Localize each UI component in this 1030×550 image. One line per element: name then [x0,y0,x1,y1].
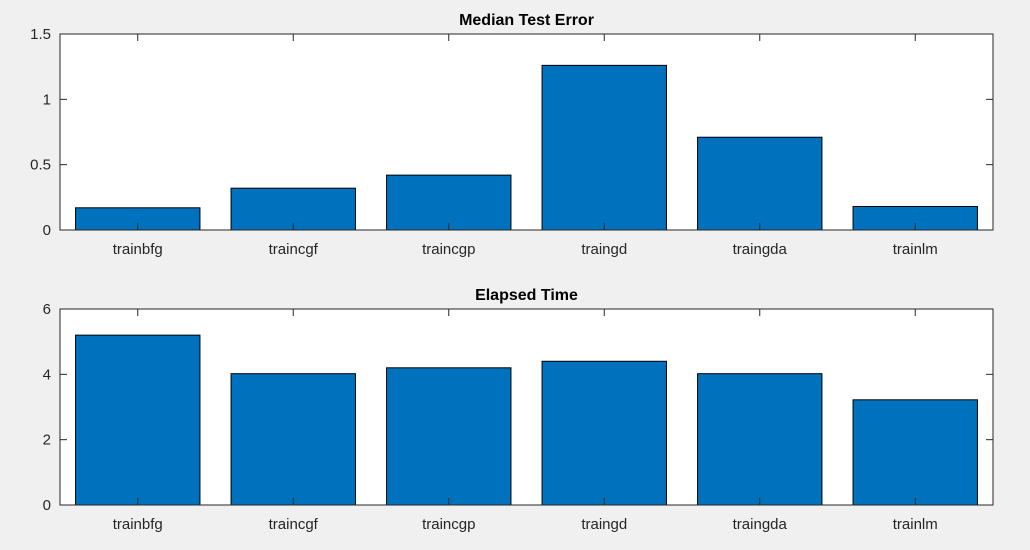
x-tick-label: traincgp [422,516,475,533]
tick-group [60,33,993,231]
y-tick-label: 4 [43,366,51,383]
tick-label-group: trainbfg traincgf traincgp traingd traingda t… [43,301,938,533]
chart-title: Elapsed Time [475,287,578,304]
y-tick-label: 0 [43,497,51,514]
plot-area [60,34,993,230]
bar-traincgf [230,373,356,506]
y-tick-label: 0 [43,222,51,239]
y-tick-label: 1.5 [30,26,51,43]
y-tick-label: 6 [43,301,51,318]
x-tick-label: traincgf [269,241,319,258]
bar-trainbfg [75,334,201,506]
bar-traincgp [386,174,512,231]
bar-traingd [541,360,667,506]
bar-trainlm [852,399,978,506]
bar-traingd [541,64,667,231]
y-tick-label: 1 [43,91,51,108]
x-tick-label: trainbfg [113,516,163,533]
x-tick-label: trainlm [893,241,938,258]
x-tick-label: trainlm [893,516,938,533]
x-tick-label: traingda [733,516,788,533]
bar-traincgp [386,367,512,506]
axes-box [59,33,994,231]
x-tick-label: traingd [581,241,627,258]
x-tick-label: traincgf [269,516,319,533]
plot-area [60,309,993,505]
bar-group [75,64,978,231]
bar-traingda [697,373,823,506]
tick-label-group: trainbfg traincgf traincgp traingd traingda t… [30,26,938,258]
y-tick-label: 2 [43,432,51,449]
subplot-median-test-error: Median Test Error trainbfg traincgf trainc… [30,12,994,258]
y-tick-label: 0.5 [30,157,51,174]
x-tick-label: traincgp [422,241,475,258]
subplot-elapsed-time: Elapsed Time trainbfg traincgf traincgp tra… [43,287,994,533]
x-tick-label: trainbfg [113,241,163,258]
x-tick-label: traingd [581,516,627,533]
bar-traingda [697,136,823,231]
x-tick-label: traingda [733,241,788,258]
chart-title: Median Test Error [459,12,594,29]
axes-box [59,308,994,506]
